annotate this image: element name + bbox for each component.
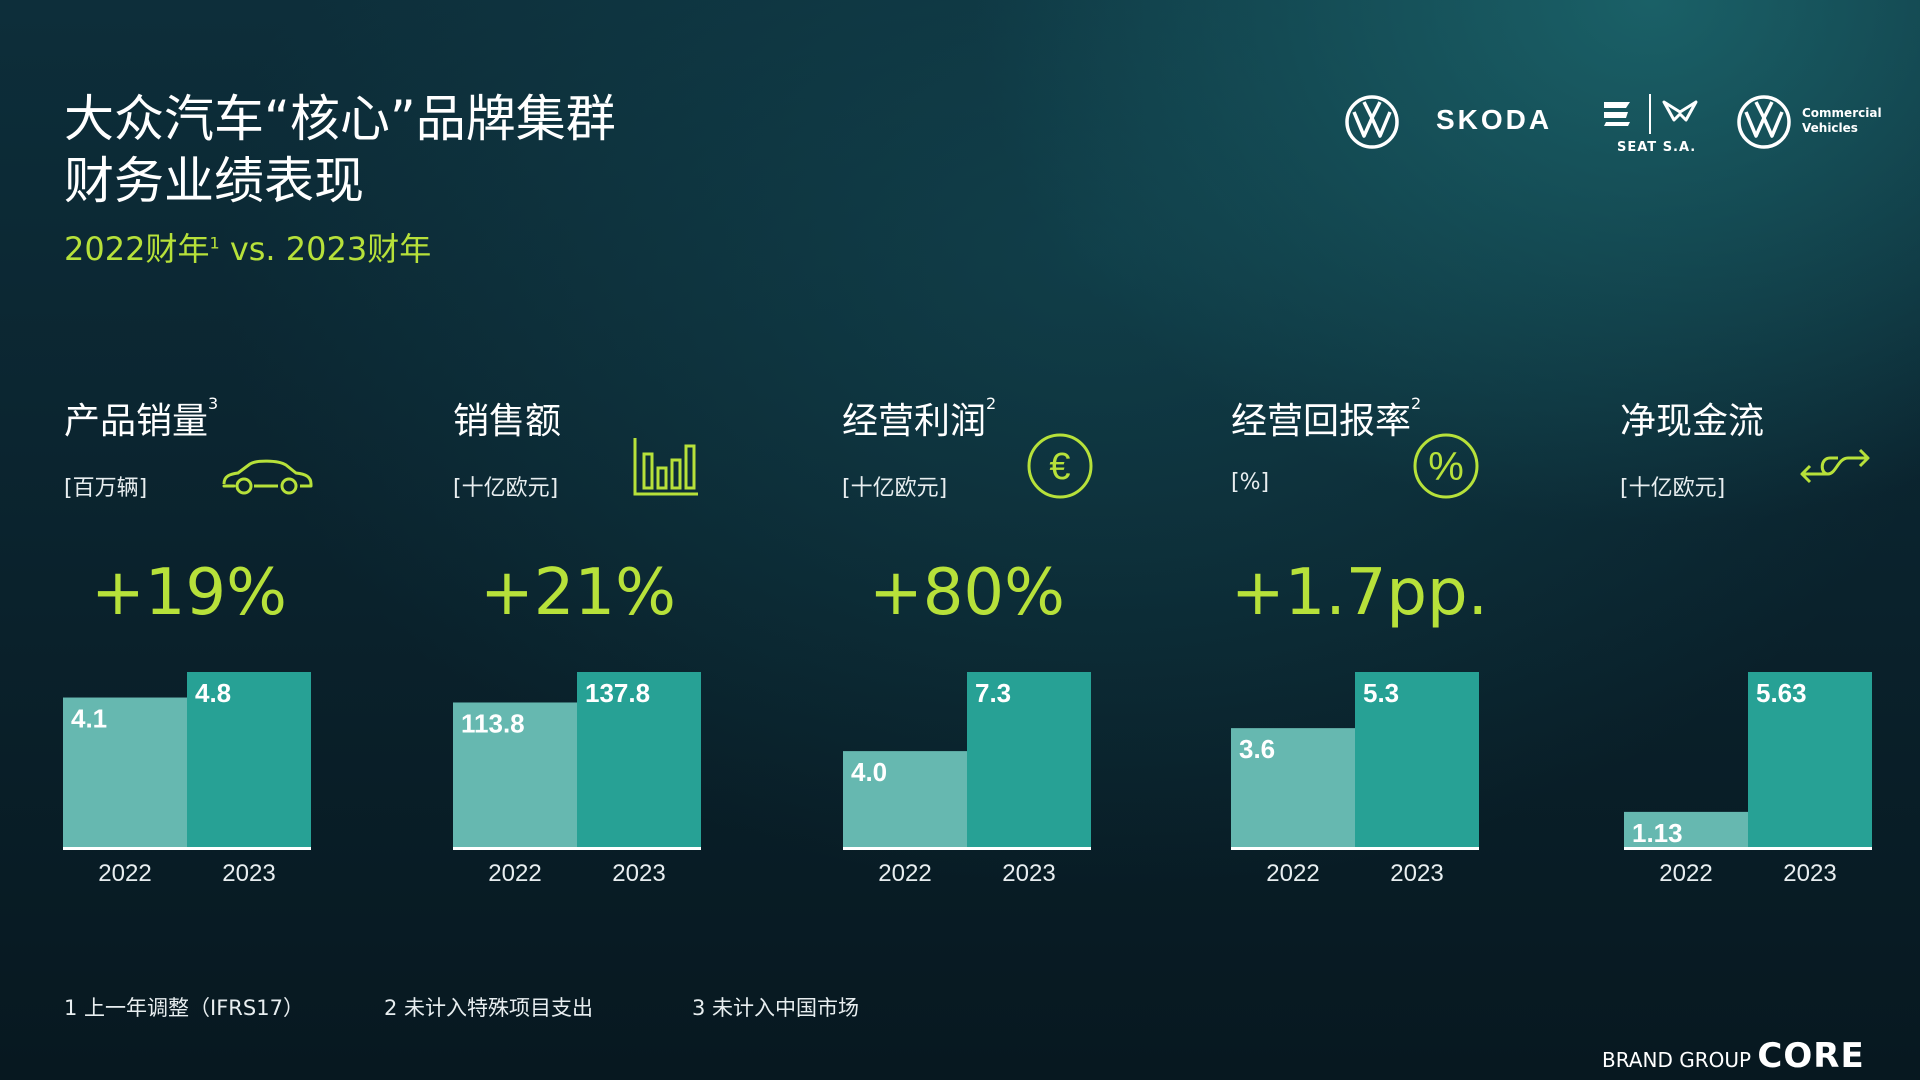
page-title: 大众汽车“核心”品牌集群 财务业绩表现	[64, 88, 616, 212]
subtitle-year-a: 2022财年	[64, 230, 210, 268]
bar-value-label: 4.0	[851, 757, 887, 787]
brand-group-core-logo: BRAND GROUP CORE	[1602, 1036, 1865, 1076]
footnote-2: 2 未计入特殊项目支出	[384, 996, 594, 1020]
title-line-1: 大众汽车“核心”品牌集群	[64, 90, 616, 148]
skoda-logo: SKODA	[1436, 104, 1553, 135]
kpi-revenue-name: 销售额	[453, 401, 562, 442]
x-tick-label: 2023	[612, 860, 665, 887]
commercial-vehicles-label: Commercial Vehicles	[1802, 106, 1882, 136]
bar-0-2022	[63, 697, 187, 847]
percent-icon: %	[1412, 432, 1480, 504]
kpi-title-units: 产品销量3	[64, 392, 218, 444]
vw-logo-icon	[1344, 94, 1400, 150]
car-icon	[220, 456, 314, 500]
svg-text:%: %	[1428, 445, 1464, 489]
bar-2-2022	[843, 751, 967, 847]
bar-value-label: 113.8	[461, 708, 525, 738]
kpi-change-revenue: +21%	[480, 556, 676, 630]
bar-value-label: 4.1	[71, 704, 107, 734]
bar-value-label: 5.3	[1363, 678, 1399, 708]
x-tick-label: 2022	[98, 860, 151, 887]
kpi-unit-units: [百万辆]	[64, 476, 148, 501]
kpi-return-footnote: 2	[1411, 394, 1422, 413]
bar-value-label: 4.8	[195, 678, 231, 708]
footnote-3: 3 未计入中国市场	[692, 996, 860, 1020]
page-subtitle: 2022财年1 vs. 2023财年	[64, 224, 431, 270]
bar-4-2023	[1748, 672, 1872, 847]
seat-label: SEAT S.A.	[1617, 140, 1697, 155]
x-tick-label: 2023	[1002, 860, 1055, 887]
bar-3-2023	[1355, 672, 1479, 847]
x-tick-label: 2023	[222, 860, 275, 887]
subtitle-footnote-mark: 1	[209, 233, 220, 253]
footnote-1: 1 上一年调整（IFRS17）	[64, 996, 304, 1020]
kpi-unit-cash: [十亿欧元]	[1620, 476, 1726, 501]
kpi-cash-name: 净现金流	[1620, 401, 1765, 442]
x-tick-label: 2022	[488, 860, 541, 887]
vw-commercial-logo-icon	[1736, 94, 1792, 150]
kpi-change-profit: +80%	[869, 556, 1065, 630]
bar-chart-icon	[632, 436, 700, 502]
kpi-unit-return: [%]	[1231, 470, 1270, 495]
brand-core: CORE	[1757, 1036, 1865, 1076]
x-tick-label: 2022	[1266, 860, 1319, 887]
kpi-return-name: 经营回报率	[1231, 401, 1412, 442]
bar-value-label: 7.3	[975, 678, 1011, 708]
title-line-2: 财务业绩表现	[64, 152, 364, 210]
bar-value-label: 1.13	[1632, 818, 1683, 848]
kpi-title-operating-profit: 经营利润2	[842, 392, 996, 444]
kpi-title-revenue: 销售额	[453, 392, 561, 444]
x-tick-label: 2022	[878, 860, 931, 887]
bar-1-2023	[577, 672, 701, 847]
kpi-profit-name: 经营利润	[842, 401, 987, 442]
kpi-unit-profit: [十亿欧元]	[842, 476, 948, 501]
commercial-line-1: Commercial	[1802, 106, 1882, 120]
bar-value-label: 5.63	[1756, 678, 1807, 708]
bar-3-2022	[1231, 728, 1355, 847]
exchange-arrows-icon	[1798, 444, 1872, 492]
commercial-line-2: Vehicles	[1802, 121, 1858, 135]
kpi-unit-revenue: [十亿欧元]	[453, 476, 559, 501]
svg-text:€: €	[1049, 446, 1070, 488]
bar-1-2022	[453, 702, 577, 847]
kpi-profit-footnote: 2	[986, 394, 997, 413]
kpi-title-return: 经营回报率2	[1231, 392, 1421, 444]
seat-cupra-logo-icon	[1600, 90, 1700, 140]
bar-value-label: 3.6	[1239, 734, 1275, 764]
kpi-units-footnote: 3	[208, 394, 219, 413]
x-tick-label: 2023	[1783, 860, 1836, 887]
bar-0-2023	[187, 672, 311, 847]
bar-value-label: 137.8	[585, 678, 650, 708]
kpi-change-units: +19%	[91, 556, 287, 630]
x-tick-label: 2022	[1659, 860, 1712, 887]
euro-icon: €	[1026, 432, 1094, 504]
x-tick-label: 2023	[1390, 860, 1443, 887]
bar-2-2023	[967, 672, 1091, 847]
kpi-units-name: 产品销量	[64, 401, 209, 442]
kpi-title-net-cash-flow: 净现金流	[1620, 392, 1764, 444]
bar-4-2022	[1624, 811, 1748, 847]
brand-prefix: BRAND GROUP	[1602, 1048, 1752, 1072]
subtitle-year-b: vs. 2023财年	[219, 230, 432, 268]
kpi-change-return: +1.7pp.	[1231, 556, 1488, 630]
